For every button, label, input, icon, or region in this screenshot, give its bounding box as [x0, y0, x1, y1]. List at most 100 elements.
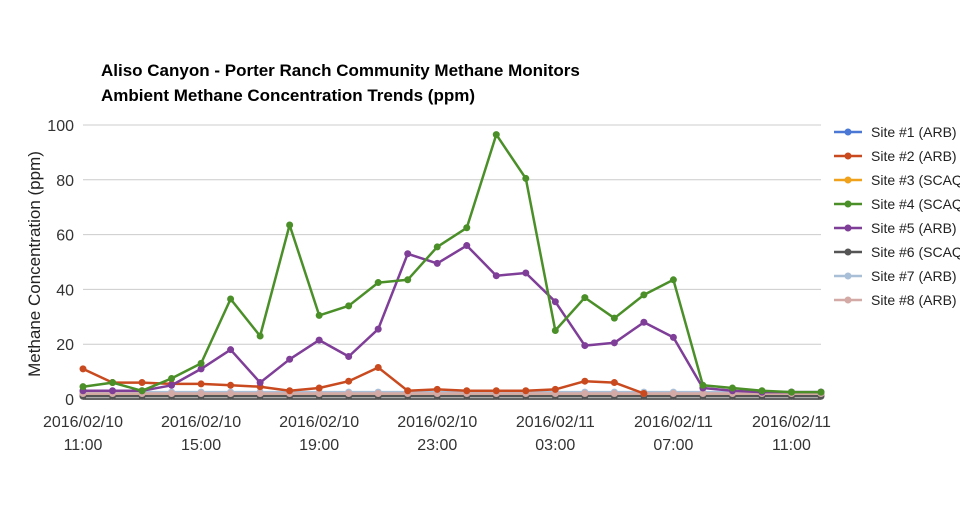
data-point	[610, 339, 618, 347]
data-point	[492, 387, 500, 395]
data-point	[728, 384, 736, 392]
x-tick-label-time: 19:00	[299, 437, 339, 454]
data-point	[168, 374, 176, 382]
data-point	[404, 250, 412, 258]
data-point	[168, 381, 176, 389]
data-point	[581, 377, 589, 385]
chart-subtitle: Ambient Methane Concentration Trends (pp…	[101, 86, 475, 105]
data-point	[109, 387, 117, 395]
y-tick-label: 100	[47, 118, 74, 135]
x-tick-label-date: 2016/02/11	[516, 414, 595, 431]
data-point	[197, 365, 205, 373]
legend-label: Site #8 (ARB)	[871, 292, 957, 308]
series-site-4-scaqmd	[79, 131, 825, 396]
chart-title: Aliso Canyon - Porter Ranch Community Me…	[101, 61, 580, 80]
y-tick-label: 80	[56, 173, 74, 190]
data-point	[286, 387, 294, 395]
legend-label: Site #7 (ARB)	[871, 268, 957, 284]
data-point	[433, 385, 441, 393]
series-line	[82, 133, 821, 394]
data-point	[433, 243, 441, 251]
data-point	[640, 318, 648, 326]
y-tick-label: 60	[56, 228, 74, 245]
data-point	[551, 298, 559, 306]
data-point	[374, 363, 382, 371]
data-point	[374, 325, 382, 333]
data-point	[286, 355, 294, 363]
gridlines	[83, 124, 821, 400]
data-point	[79, 383, 87, 391]
legend-item: Site #3 (SCAQMD)	[834, 172, 960, 188]
data-point	[197, 390, 205, 398]
data-point	[256, 390, 264, 398]
legend-item: Site #6 (SCAQMD)	[834, 244, 960, 260]
x-tick-label-time: 11:00	[772, 437, 811, 454]
data-point	[699, 390, 707, 398]
data-point	[522, 174, 530, 182]
x-tick-labels: 2016/02/10 11:00 2016/02/10 15:00 2016/02/10…	[43, 414, 831, 454]
data-point	[138, 387, 146, 395]
legend-swatch-point	[844, 248, 852, 256]
data-point	[551, 385, 559, 393]
x-tick-label-time: 03:00	[535, 437, 575, 454]
legend-swatch-point	[844, 224, 852, 232]
legend-label: Site #6 (SCAQMD)	[871, 244, 960, 260]
y-tick-label: 0	[65, 392, 74, 409]
x-tick-label-date: 2016/02/11	[752, 414, 831, 431]
y-tick-labels: 0 20 40 60 80 100	[47, 118, 74, 409]
data-point	[345, 353, 353, 361]
x-tick-label-time: 15:00	[181, 437, 221, 454]
data-point	[492, 272, 500, 280]
data-point	[197, 359, 205, 367]
data-point	[669, 276, 677, 284]
legend-item: Site #5 (ARB)	[834, 220, 957, 236]
data-point	[581, 294, 589, 302]
y-axis-label: Methane Concentration (ppm)	[25, 151, 44, 377]
x-tick-label-date: 2016/02/10	[397, 414, 477, 431]
data-point	[640, 390, 648, 398]
legend-swatch-point	[844, 272, 852, 280]
data-point	[197, 380, 205, 388]
legend-label: Site #3 (SCAQMD)	[871, 172, 960, 188]
data-point	[168, 390, 176, 398]
legend-swatch-point	[844, 296, 852, 304]
data-point	[315, 311, 323, 319]
x-tick-label-date: 2016/02/11	[634, 414, 713, 431]
data-point	[404, 387, 412, 395]
legend-item: Site #2 (ARB)	[834, 148, 957, 164]
data-point	[227, 346, 235, 354]
data-point	[669, 390, 677, 398]
data-point	[610, 390, 618, 398]
plot-series	[79, 131, 825, 400]
x-tick-label-date: 2016/02/10	[279, 414, 359, 431]
data-point	[581, 342, 589, 350]
y-tick-label: 20	[56, 337, 74, 354]
legend-swatch-point	[844, 176, 852, 184]
data-point	[610, 379, 618, 387]
legend-swatch-point	[844, 200, 852, 208]
legend-swatch-point	[844, 128, 852, 136]
data-point	[817, 388, 825, 396]
data-point	[374, 279, 382, 287]
data-point	[374, 390, 382, 398]
data-point	[463, 387, 471, 395]
legend-item: Site #4 (SCAQMD)	[834, 196, 960, 212]
legend-item: Site #7 (ARB)	[834, 268, 957, 284]
series-line	[83, 244, 821, 394]
data-point	[138, 379, 146, 387]
data-point	[404, 276, 412, 284]
data-point	[315, 390, 323, 398]
data-point	[492, 131, 500, 139]
data-point	[522, 387, 530, 395]
data-point	[699, 381, 707, 389]
data-point	[669, 333, 677, 341]
series-site-5-arb	[79, 242, 825, 396]
data-point	[109, 379, 117, 387]
legend-item: Site #8 (ARB)	[834, 292, 957, 308]
data-point	[463, 224, 471, 232]
legend-label: Site #1 (ARB)	[871, 124, 957, 140]
legend-swatch-point	[844, 152, 852, 160]
x-tick-label-date: 2016/02/10	[161, 414, 241, 431]
data-point	[286, 221, 294, 229]
